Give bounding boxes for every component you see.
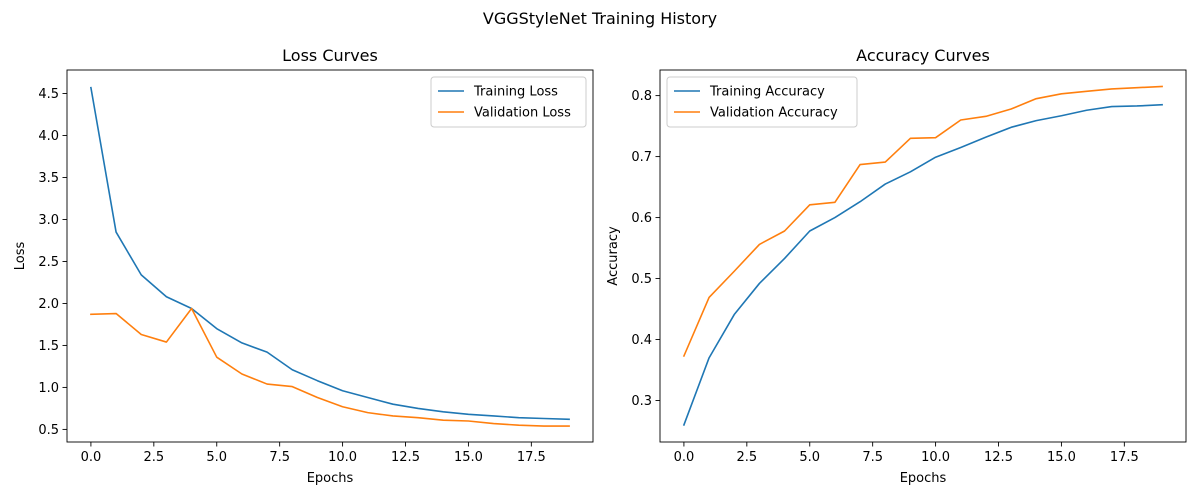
accuracy-x-tick-label: 5.0 <box>799 450 820 465</box>
accuracy-legend <box>666 76 858 128</box>
accuracy-x-tick-label: 10.0 <box>921 450 950 465</box>
loss-y-tick-label: 1.5 <box>38 339 59 354</box>
accuracy-x-tick-label: 2.5 <box>736 450 757 465</box>
loss-x-tick-label: 10.0 <box>328 450 357 465</box>
loss-axes-frame <box>66 69 594 443</box>
loss-y-tick-label: 3.0 <box>38 213 59 228</box>
loss-y-axis-label: Loss <box>13 242 28 271</box>
validation-loss-legend-label: Validation Loss <box>474 106 571 121</box>
accuracy-y-tick-label: 0.3 <box>631 394 652 409</box>
loss-y-tick-label: 4.0 <box>38 129 59 144</box>
loss-x-tick-label: 7.5 <box>269 450 290 465</box>
loss-y-tick-label: 2.5 <box>38 255 59 270</box>
accuracy-y-tick-label: 0.8 <box>631 89 652 104</box>
accuracy-x-axis-label: Epochs <box>900 471 947 486</box>
accuracy-chart-panel: Accuracy Curves 0.0 2.5 5.0 7.5 10.0 12.5 15.0 1… <box>606 46 1187 486</box>
loss-chart-panel: Loss Curves 0.0 2.5 5.0 7.5 10.0 12.5 15.0 17.5 0… <box>13 46 594 486</box>
loss-y-tick-label: 1.0 <box>38 381 59 396</box>
loss-y-tick-label: 4.5 <box>38 87 59 102</box>
validation-loss-line <box>90 307 570 427</box>
loss-y-tick-label: 0.5 <box>38 423 59 438</box>
loss-x-axis-label: Epochs <box>307 471 354 486</box>
accuracy-x-tick-label: 17.5 <box>1110 450 1139 465</box>
loss-legend <box>430 76 587 128</box>
loss-x-tick-label: 15.0 <box>454 450 483 465</box>
loss-x-tick-label: 0.0 <box>81 450 102 465</box>
training-accuracy-legend-label: Training Accuracy <box>709 85 825 100</box>
accuracy-axes-frame <box>659 69 1187 443</box>
accuracy-y-tick-label: 0.4 <box>631 333 652 348</box>
accuracy-y-axis-label: Accuracy <box>606 226 621 286</box>
accuracy-y-tick-label: 0.7 <box>631 150 652 165</box>
accuracy-y-tick-label: 0.6 <box>631 211 652 226</box>
loss-y-tick-label: 3.5 <box>38 171 59 186</box>
accuracy-x-tick-label: 12.5 <box>984 450 1013 465</box>
validation-accuracy-legend-label: Validation Accuracy <box>710 106 838 121</box>
loss-x-tick-label: 5.0 <box>206 450 227 465</box>
training-accuracy-line <box>682 103 1163 426</box>
accuracy-y-tick-label: 0.5 <box>631 272 652 287</box>
loss-y-tick-label: 2.0 <box>38 297 59 312</box>
validation-accuracy-line <box>682 85 1163 358</box>
accuracy-x-tick-label: 15.0 <box>1047 450 1076 465</box>
loss-x-tick-label: 17.5 <box>517 450 546 465</box>
loss-x-tick-label: 12.5 <box>391 450 420 465</box>
loss-x-tick-label: 2.5 <box>143 450 164 465</box>
accuracy-x-tick-label: 7.5 <box>862 450 883 465</box>
training-loss-line <box>89 86 570 421</box>
accuracy-x-tick-label: 0.0 <box>674 450 695 465</box>
training-loss-legend-label: Training Loss <box>473 85 558 100</box>
figure-title: VGGStyleNet Training History <box>483 9 717 28</box>
accuracy-chart-title: Accuracy Curves <box>856 46 990 65</box>
loss-chart-title: Loss Curves <box>282 46 378 65</box>
